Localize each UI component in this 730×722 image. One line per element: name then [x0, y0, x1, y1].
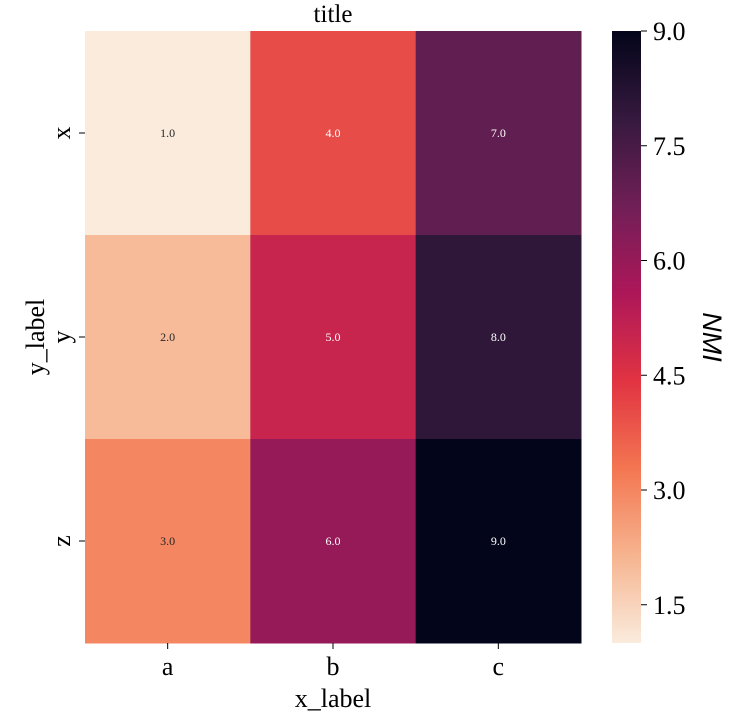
cell-value-label: 6.0	[326, 534, 341, 548]
colorbar	[612, 31, 641, 643]
y-axis-ticks: x y z	[47, 127, 85, 547]
heatmap-cells	[85, 31, 582, 644]
colorbar-ticks: 1.5 3.0 4.5 6.0 7.5 9.0	[641, 17, 686, 620]
y-tick-label: x	[47, 127, 76, 140]
heatmap-cell	[85, 31, 251, 236]
heatmap-cell	[250, 31, 417, 236]
x-tick-label: b	[327, 652, 340, 681]
heatmap-cell-labels: 1.0 4.0 7.0 2.0 5.0 8.0 3.0 6.0 9.0	[160, 126, 506, 548]
colorbar-tick-label: 4.5	[653, 361, 686, 390]
colorbar-tick-label: 7.5	[653, 132, 686, 161]
cell-value-label: 5.0	[326, 330, 341, 344]
y-tick-label: z	[47, 535, 76, 547]
cell-value-label: 4.0	[326, 126, 341, 140]
x-axis-label: x_label	[295, 684, 372, 713]
colorbar-tick-label: 3.0	[653, 476, 686, 505]
heatmap-cell	[415, 235, 582, 440]
colorbar-tick-label: 6.0	[653, 247, 686, 276]
colorbar-tick-label: 9.0	[653, 17, 686, 46]
heatmap-cell	[250, 235, 417, 440]
heatmap-cell	[415, 31, 582, 236]
colorbar-label: NMI	[697, 312, 727, 362]
cell-value-label: 3.0	[160, 534, 175, 548]
cell-value-label: 8.0	[491, 330, 506, 344]
heatmap-cell	[250, 439, 417, 644]
heatmap-cell	[85, 235, 251, 440]
heatmap-cell	[85, 439, 251, 644]
heatmap-cell	[415, 439, 582, 644]
x-axis-ticks: a b c	[162, 643, 504, 681]
y-axis-label: y_label	[21, 299, 50, 376]
cell-value-label: 1.0	[160, 126, 175, 140]
chart-title: title	[314, 1, 353, 28]
y-tick-label: y	[47, 331, 76, 344]
x-tick-label: c	[493, 652, 505, 681]
cell-value-label: 9.0	[491, 534, 506, 548]
x-tick-label: a	[162, 652, 174, 681]
colorbar-tick-label: 1.5	[653, 591, 686, 620]
cell-value-label: 7.0	[491, 126, 506, 140]
cell-value-label: 2.0	[160, 330, 175, 344]
